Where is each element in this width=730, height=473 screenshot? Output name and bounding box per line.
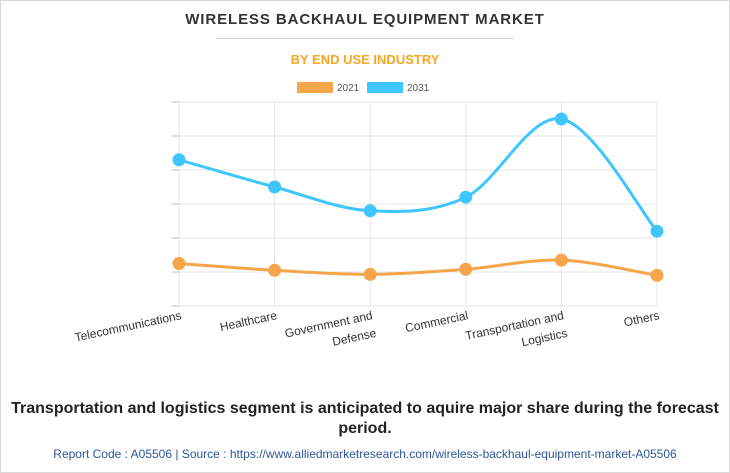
- title-divider: [216, 38, 514, 39]
- data-point-2021-5[interactable]: [650, 268, 664, 282]
- data-point-2021-3[interactable]: [459, 262, 473, 276]
- data-point-2031-1[interactable]: [268, 180, 282, 194]
- x-tick-label: Transportation andLogistics: [464, 308, 569, 360]
- data-point-2031-2[interactable]: [363, 204, 377, 218]
- x-tick-label: Government andDefense: [283, 308, 377, 358]
- series-lines: [178, 117, 659, 277]
- legend-swatch-2021[interactable]: [297, 82, 333, 93]
- chart-title: WIRELESS BACKHAUL EQUIPMENT MARKET: [185, 11, 545, 28]
- legend-label-2031: 2031: [407, 83, 430, 94]
- legend-swatch-2031[interactable]: [367, 82, 403, 93]
- x-tick-label: Others: [622, 308, 660, 329]
- x-tick-label: Commercial: [404, 308, 470, 335]
- chart-subtitle: BY END USE INDUSTRY: [290, 52, 440, 67]
- data-point-2031-5[interactable]: [650, 224, 664, 238]
- chart-footnote: Transportation and logistics segment is …: [11, 400, 719, 437]
- chart-grid: [172, 101, 658, 307]
- data-point-2031-0[interactable]: [172, 153, 186, 167]
- x-tick-label: Healthcare: [219, 308, 279, 334]
- data-point-2031-4[interactable]: [554, 112, 568, 126]
- data-point-2021-2[interactable]: [363, 267, 377, 281]
- line-chart: 2021 2031 Telecommunications Healthcare Gov…: [73, 82, 664, 360]
- x-tick-label: Telecommunications: [73, 308, 182, 344]
- series-points: [172, 112, 664, 282]
- data-point-2031-3[interactable]: [459, 190, 473, 204]
- legend-label-2021: 2021: [337, 83, 360, 94]
- source-line[interactable]: Report Code : A05506 | Source : https://…: [53, 447, 677, 461]
- x-axis-labels: Telecommunications Healthcare Government a…: [73, 308, 660, 360]
- data-point-2021-1[interactable]: [268, 263, 282, 277]
- data-point-2021-0[interactable]: [172, 257, 186, 270]
- series-line-2021: [178, 258, 658, 277]
- data-point-2021-4[interactable]: [554, 253, 568, 267]
- legend: 2021 2031: [297, 82, 430, 94]
